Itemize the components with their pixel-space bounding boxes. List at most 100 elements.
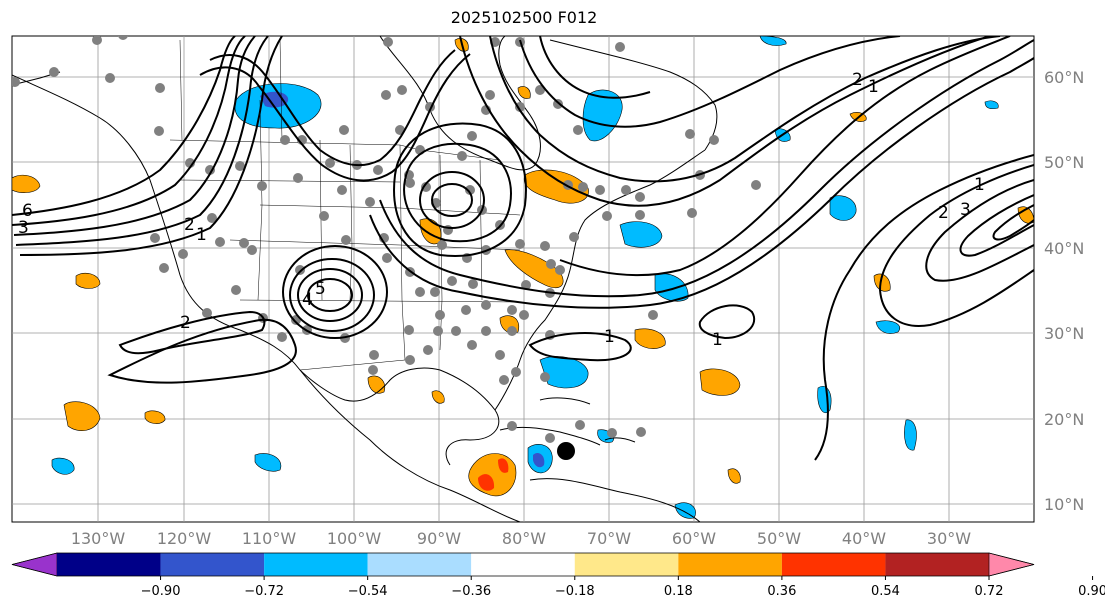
positive-anomaly-patch: [12, 174, 41, 193]
negative-anomaly-patch: [875, 320, 900, 334]
positive-anomaly-patch: [517, 86, 531, 99]
station-dot: [159, 263, 169, 273]
station-dot: [382, 253, 392, 263]
station-dot: [461, 305, 471, 315]
lon-label: 60°W: [672, 529, 716, 548]
station-dot: [555, 265, 565, 275]
station-dot: [521, 280, 531, 290]
station-dot: [451, 326, 461, 336]
station-dot: [468, 279, 478, 289]
station-dot: [636, 427, 646, 437]
station-dot: [635, 210, 645, 220]
contour-label: 1: [868, 77, 879, 97]
positive-anomaly-patch: [478, 474, 495, 491]
colorbar-tick-label: −0.36: [451, 584, 491, 599]
positive-anomaly-patch: [504, 249, 564, 289]
contour-labels: 1 1 1 1 2 2 2 3 4 5 6 1 2 3: [18, 70, 985, 350]
positive-anomaly-patch: [367, 375, 386, 394]
station-dot: [465, 185, 475, 195]
station-dot: [150, 233, 160, 243]
station-dot: [447, 276, 457, 286]
colorbar-segment: [574, 553, 679, 576]
positive-anomaly-patch: [144, 410, 166, 424]
station-dot: [481, 300, 491, 310]
station-dot: [319, 211, 329, 221]
lon-label: 100°W: [327, 529, 382, 548]
station-dot: [277, 332, 287, 342]
lat-label: 10°N: [1044, 495, 1084, 514]
contour-label: 6: [22, 201, 33, 221]
station-dot: [615, 42, 625, 52]
colorbar-extend-high: [988, 552, 1035, 577]
contour-label: 2: [938, 203, 949, 223]
contour-lines: [12, 36, 1034, 461]
colorbar-tick-label: −0.54: [348, 584, 388, 599]
station-dot: [49, 67, 59, 77]
station-dot: [602, 211, 612, 221]
contour-label: 1: [712, 330, 723, 350]
station-dot: [337, 185, 347, 195]
colorbar-segment: [57, 553, 161, 576]
positive-anomaly-patch: [498, 458, 509, 473]
negative-anomaly-patch: [654, 273, 689, 302]
anomaly-shading: [12, 36, 1034, 519]
contour-label: 1: [196, 225, 207, 245]
negative-anomaly-patch: [829, 195, 857, 221]
station-dot: [341, 235, 351, 245]
station-dot: [381, 90, 391, 100]
contour-label: 1: [974, 175, 985, 195]
contour-label: 3: [960, 200, 971, 220]
colorbar-segment: [471, 553, 575, 576]
station-dot: [415, 287, 425, 297]
station-dot: [118, 36, 128, 40]
station-dot: [507, 326, 517, 336]
station-dot: [202, 308, 212, 318]
colorbar-segment: [678, 553, 782, 576]
lat-label: 20°N: [1044, 410, 1084, 429]
station-dot: [368, 365, 378, 375]
negative-anomaly-patch: [254, 453, 282, 472]
longitude-labels: 130°W 120°W 110°W 100°W 90°W 80°W 70°W 6…: [71, 529, 971, 548]
station-dot: [507, 421, 517, 431]
colorbar: −0.90 −0.72 −0.54 −0.36 −0.18 0.18 0.36 0.54 0.7…: [11, 552, 1105, 599]
colorbar-segment: [781, 553, 886, 576]
station-dot: [578, 182, 588, 192]
colorbar-segment: [367, 553, 472, 576]
station-dot: [92, 36, 102, 45]
station-dot: [546, 259, 556, 269]
colorbar-tick-label: −0.18: [555, 584, 595, 599]
colorbar-tick-label: −0.90: [141, 584, 181, 599]
station-dot: [540, 372, 550, 382]
station-dot: [751, 180, 761, 190]
contour-label: 3: [18, 218, 29, 238]
station-dot: [178, 249, 188, 259]
station-dot: [507, 305, 517, 315]
station-dot: [215, 237, 225, 247]
lon-label: 80°W: [502, 529, 546, 548]
colorbar-segment: [885, 553, 989, 576]
station-dot: [457, 151, 467, 161]
station-dot: [621, 185, 631, 195]
station-dot: [607, 428, 617, 438]
colorbar-segment: [160, 553, 265, 576]
station-dot: [405, 178, 415, 188]
station-dot: [437, 240, 447, 250]
lon-label: 40°W: [842, 529, 886, 548]
station-dot: [257, 181, 267, 191]
station-dot: [545, 433, 555, 443]
negative-anomaly-patch: [984, 100, 999, 110]
station-dot: [485, 90, 495, 100]
station-dot: [423, 345, 433, 355]
storm-center-marker: [557, 442, 575, 460]
contour-label: 2: [180, 313, 191, 333]
station-dot: [383, 37, 393, 47]
station-dot: [293, 173, 303, 183]
station-dot: [467, 131, 477, 141]
lon-label: 90°W: [417, 529, 461, 548]
station-dot: [207, 213, 217, 223]
colorbar-tick-label: 0.72: [975, 584, 1004, 599]
latitude-labels: 60°N 50°N 40°N 30°N 20°N 10°N: [1044, 68, 1084, 514]
station-dot: [433, 326, 443, 336]
contour-label: 2: [852, 70, 863, 90]
contour-label: 2: [184, 215, 195, 235]
